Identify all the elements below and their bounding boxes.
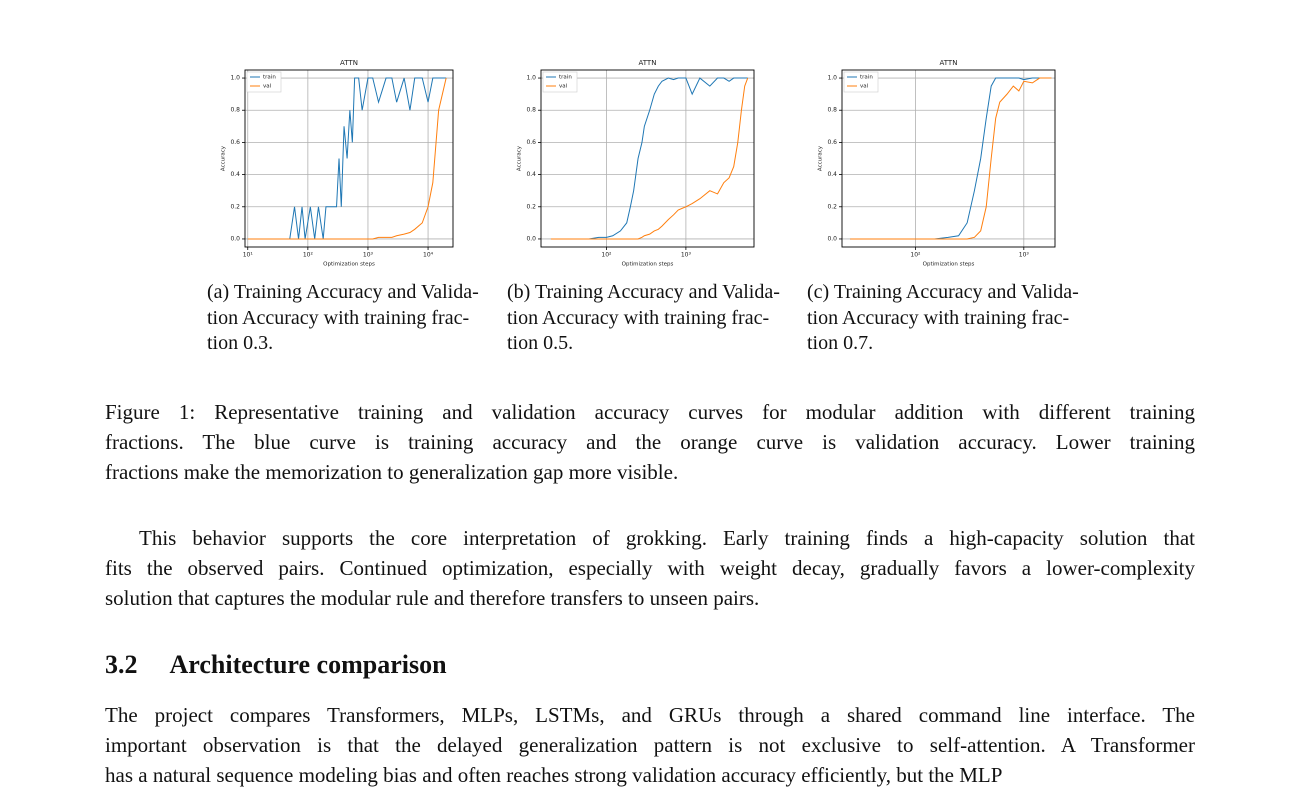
chart-title: ATTN [340, 59, 358, 67]
y-tick-label: 0.6 [827, 139, 837, 146]
x-tick-label: 10² [601, 252, 612, 259]
y-axis-label: Accuracy [517, 145, 523, 171]
data-line [550, 77, 748, 240]
chart-title: ATTN [639, 59, 657, 67]
y-tick-label: 1.0 [230, 75, 240, 82]
x-tick-label: 10³ [1019, 252, 1030, 259]
x-axis-label: Optimization steps [622, 262, 674, 268]
legend-label: train [860, 75, 873, 81]
x-tick-label: 10² [910, 252, 921, 259]
subfigure-caption-line: (b) Training Accuracy and Valida- [507, 281, 780, 303]
subfigure-caption-line: tion 0.7. [807, 332, 874, 354]
subfigure-caption-line: (c) Training Accuracy and Valida- [807, 281, 1079, 303]
y-tick-label: 0.8 [230, 107, 240, 114]
x-axis-label: Optimization steps [923, 262, 975, 268]
x-tick-label: 10¹ [243, 252, 254, 259]
y-tick-label: 0.0 [827, 235, 837, 242]
x-tick-label: 10² [303, 252, 314, 259]
y-tick-label: 0.2 [526, 203, 536, 210]
figure: ATTN 0.0 0.2 0.4 0.6 0.8 1.0 10¹ 10² 10³ 10⁴ Optimi… [221, 59, 1056, 268]
y-axis-label: Accuracy [818, 145, 824, 171]
subfigure-caption-line: tion Accuracy with training frac- [807, 306, 1070, 329]
x-tick-label: 10³ [681, 252, 692, 259]
y-tick-label: 0.4 [827, 171, 837, 178]
legend-label: val [263, 84, 272, 90]
x-tick-label: 10³ [363, 252, 374, 259]
subfigure-caption-line: (a) Training Accuracy and Valida- [207, 281, 479, 303]
subfigure-caption-line: tion Accuracy with training frac- [507, 306, 770, 329]
y-tick-label: 0.0 [526, 235, 536, 242]
text-line: fractions make the memorization to gener… [105, 460, 679, 484]
y-tick-label: 0.0 [230, 235, 240, 242]
subfigure-caption-line: tion 0.5. [507, 332, 574, 354]
y-tick-label: 1.0 [526, 75, 536, 82]
text-line: fits the observed pairs. Continued optim… [105, 556, 1195, 580]
text-line: This behavior supports the core interpre… [139, 526, 1195, 550]
y-tick-label: 0.6 [526, 139, 536, 146]
text-line: The project compares Transformers, MLPs,… [105, 703, 1195, 727]
section-number: 3.2 [105, 650, 138, 679]
text-line: solution that captures the modular rule … [105, 586, 760, 610]
data-line [550, 77, 749, 240]
section-heading: 3.2 Architecture comparison [105, 650, 447, 680]
legend-label: train [559, 75, 572, 81]
text-line: Figure 1: Representative training and va… [105, 400, 1195, 424]
data-line [247, 77, 447, 240]
plot-frame [540, 69, 755, 248]
y-tick-label: 1.0 [827, 75, 837, 82]
y-tick-label: 0.8 [827, 107, 837, 114]
x-tick-label: 10⁴ [423, 252, 434, 259]
text-line: fractions. The blue curve is training ac… [105, 430, 1195, 454]
plot-frame [841, 69, 1056, 248]
y-tick-label: 0.4 [526, 171, 536, 178]
plot-frame [244, 69, 454, 248]
text-line: has a natural sequence modeling bias and… [105, 763, 1003, 787]
legend-label: val [559, 84, 568, 90]
y-tick-label: 0.8 [526, 107, 536, 114]
subfigure-caption-line: tion 0.3. [207, 332, 274, 354]
subfigure-caption-line: tion Accuracy with training frac- [207, 306, 470, 329]
data-line [247, 77, 447, 240]
y-tick-label: 0.4 [230, 171, 240, 178]
y-axis-label: Accuracy [221, 145, 227, 171]
y-tick-label: 0.6 [230, 139, 240, 146]
data-line [850, 77, 1052, 240]
chart-title: ATTN [940, 59, 958, 67]
y-tick-label: 0.2 [827, 203, 837, 210]
x-axis-label: Optimization steps [323, 262, 375, 268]
legend-label: train [263, 75, 276, 81]
text-line: important observation is that the delaye… [105, 733, 1195, 757]
data-line [850, 77, 1052, 240]
legend-label: val [860, 84, 869, 90]
section-title: Architecture comparison [169, 650, 447, 679]
y-tick-label: 0.2 [230, 203, 240, 210]
